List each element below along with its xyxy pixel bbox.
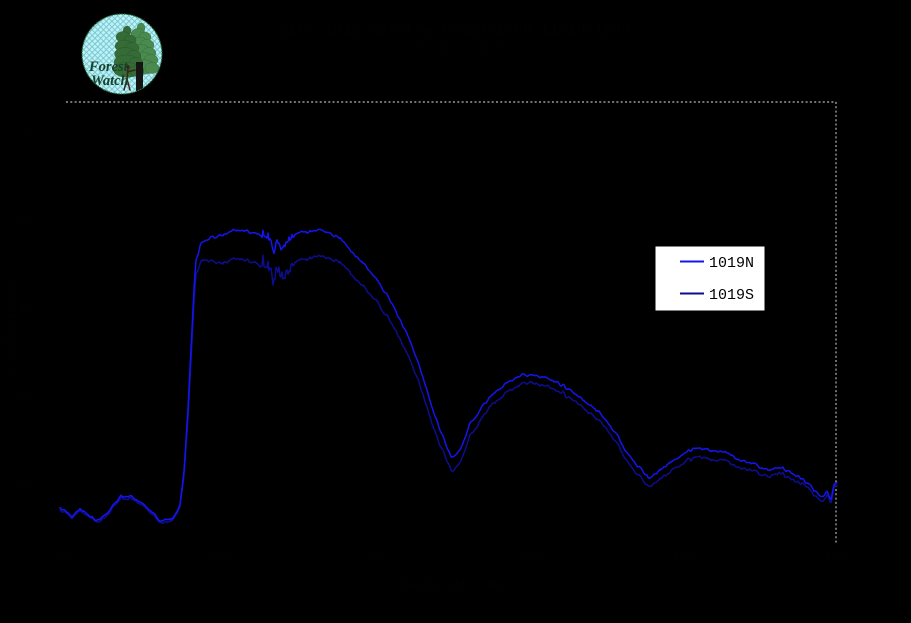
svg-text:Wavelength (nm): Wavelength (nm) [397, 578, 505, 592]
svg-text:60: 60 [19, 124, 32, 136]
svg-text:30: 30 [19, 391, 32, 403]
svg-text:North vs South: North vs South [416, 43, 508, 55]
svg-text:1019N: 1019N [709, 255, 754, 272]
svg-text:1000: 1000 [518, 551, 542, 562]
svg-text:1019S: 1019S [709, 287, 754, 304]
svg-text:40: 40 [19, 302, 32, 314]
svg-text:Site 1019 Spectra Comparison: Site 1019 Spectra Comparison 11/18/1999 [279, 22, 630, 39]
svg-text:400: 400 [57, 551, 75, 562]
svg-text:20: 20 [19, 480, 32, 492]
svg-text:600: 600 [211, 551, 229, 562]
svg-text:800: 800 [366, 551, 384, 562]
svg-text:1400: 1400 [824, 551, 848, 562]
svg-text:% Reflectance: % Reflectance [4, 283, 18, 377]
svg-text:50: 50 [19, 213, 32, 225]
svg-text:1200: 1200 [673, 551, 697, 562]
